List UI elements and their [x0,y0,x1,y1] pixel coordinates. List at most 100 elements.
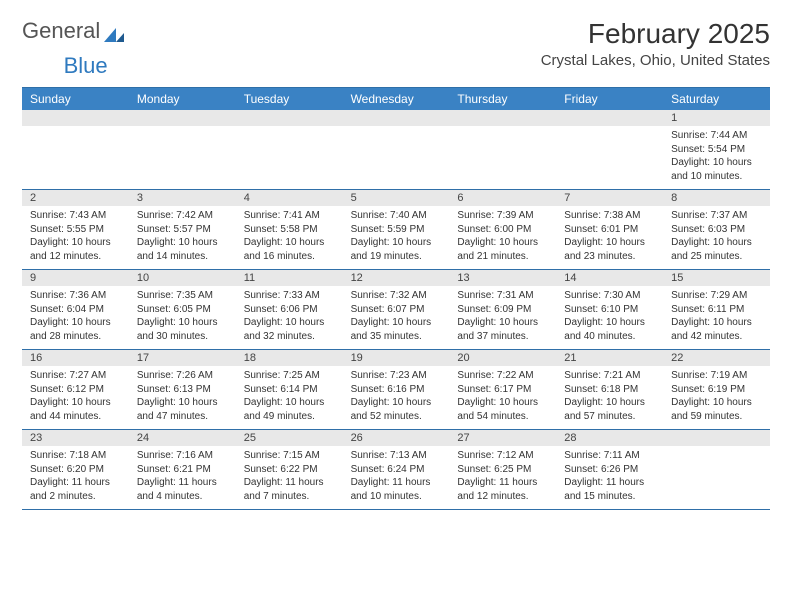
day-number: 8 [663,190,770,206]
daylight: Daylight: 10 hours and 16 minutes. [244,236,335,263]
day-number: 5 [343,190,450,206]
sunset: Sunset: 6:20 PM [30,463,121,477]
sunrise: Sunrise: 7:43 AM [30,209,121,223]
sunset: Sunset: 6:18 PM [564,383,655,397]
day-header-row: Sunday Monday Tuesday Wednesday Thursday… [22,87,770,110]
sunrise: Sunrise: 7:11 AM [564,449,655,463]
sunset: Sunset: 6:19 PM [671,383,762,397]
sunset: Sunset: 6:24 PM [351,463,442,477]
sunset: Sunset: 6:04 PM [30,303,121,317]
day-cell: Sunrise: 7:39 AMSunset: 6:00 PMDaylight:… [449,206,556,269]
day-number: 7 [556,190,663,206]
day-number: 14 [556,270,663,286]
day-cell: Sunrise: 7:19 AMSunset: 6:19 PMDaylight:… [663,366,770,429]
day-number: 10 [129,270,236,286]
daylight: Daylight: 11 hours and 2 minutes. [30,476,121,503]
sunset: Sunset: 6:13 PM [137,383,228,397]
sunset: Sunset: 6:01 PM [564,223,655,237]
cells-row: Sunrise: 7:36 AMSunset: 6:04 PMDaylight:… [22,286,770,349]
sunrise: Sunrise: 7:29 AM [671,289,762,303]
day-cell: Sunrise: 7:13 AMSunset: 6:24 PMDaylight:… [343,446,450,509]
logo: General [22,18,124,44]
day-number [663,430,770,446]
dayname: Saturday [663,88,770,110]
day-number: 26 [343,430,450,446]
sunset: Sunset: 6:00 PM [457,223,548,237]
sunset: Sunset: 6:05 PM [137,303,228,317]
daylight: Daylight: 10 hours and 59 minutes. [671,396,762,423]
day-number: 27 [449,430,556,446]
logo-mark-icon [104,22,124,40]
cells-row: Sunrise: 7:43 AMSunset: 5:55 PMDaylight:… [22,206,770,269]
sunrise: Sunrise: 7:25 AM [244,369,335,383]
day-cell: Sunrise: 7:43 AMSunset: 5:55 PMDaylight:… [22,206,129,269]
daylight: Daylight: 10 hours and 14 minutes. [137,236,228,263]
day-cell: Sunrise: 7:15 AMSunset: 6:22 PMDaylight:… [236,446,343,509]
sunset: Sunset: 6:26 PM [564,463,655,477]
daylight: Daylight: 10 hours and 21 minutes. [457,236,548,263]
day-number: 25 [236,430,343,446]
sunset: Sunset: 6:11 PM [671,303,762,317]
day-cell: Sunrise: 7:29 AMSunset: 6:11 PMDaylight:… [663,286,770,349]
sunrise: Sunrise: 7:37 AM [671,209,762,223]
day-number: 2 [22,190,129,206]
day-cell [449,126,556,189]
daylight: Daylight: 10 hours and 57 minutes. [564,396,655,423]
daylight: Daylight: 10 hours and 28 minutes. [30,316,121,343]
day-number: 16 [22,350,129,366]
cells-row: Sunrise: 7:27 AMSunset: 6:12 PMDaylight:… [22,366,770,429]
day-number: 11 [236,270,343,286]
day-cell: Sunrise: 7:27 AMSunset: 6:12 PMDaylight:… [22,366,129,429]
sunset: Sunset: 6:14 PM [244,383,335,397]
day-number: 6 [449,190,556,206]
sunrise: Sunrise: 7:39 AM [457,209,548,223]
sunset: Sunset: 6:10 PM [564,303,655,317]
day-number: 12 [343,270,450,286]
day-cell: Sunrise: 7:33 AMSunset: 6:06 PMDaylight:… [236,286,343,349]
day-number [129,110,236,126]
day-cell: Sunrise: 7:21 AMSunset: 6:18 PMDaylight:… [556,366,663,429]
sunset: Sunset: 6:21 PM [137,463,228,477]
sunrise: Sunrise: 7:18 AM [30,449,121,463]
sunrise: Sunrise: 7:23 AM [351,369,442,383]
day-cell: Sunrise: 7:41 AMSunset: 5:58 PMDaylight:… [236,206,343,269]
daylight: Daylight: 10 hours and 10 minutes. [671,156,762,183]
day-cell: Sunrise: 7:23 AMSunset: 6:16 PMDaylight:… [343,366,450,429]
day-number [556,110,663,126]
cells-row: Sunrise: 7:18 AMSunset: 6:20 PMDaylight:… [22,446,770,509]
day-cell [22,126,129,189]
sunset: Sunset: 6:22 PM [244,463,335,477]
sunrise: Sunrise: 7:13 AM [351,449,442,463]
weeks-container: 1Sunrise: 7:44 AMSunset: 5:54 PMDaylight… [22,110,770,510]
day-cell: Sunrise: 7:44 AMSunset: 5:54 PMDaylight:… [663,126,770,189]
daylight: Daylight: 10 hours and 32 minutes. [244,316,335,343]
day-cell: Sunrise: 7:31 AMSunset: 6:09 PMDaylight:… [449,286,556,349]
sunset: Sunset: 6:17 PM [457,383,548,397]
sunrise: Sunrise: 7:36 AM [30,289,121,303]
sunrise: Sunrise: 7:26 AM [137,369,228,383]
day-number: 17 [129,350,236,366]
day-cell [556,126,663,189]
day-cell: Sunrise: 7:32 AMSunset: 6:07 PMDaylight:… [343,286,450,349]
sunset: Sunset: 6:03 PM [671,223,762,237]
sunrise: Sunrise: 7:12 AM [457,449,548,463]
daylight: Daylight: 10 hours and 52 minutes. [351,396,442,423]
sunset: Sunset: 6:25 PM [457,463,548,477]
sunrise: Sunrise: 7:19 AM [671,369,762,383]
sunrise: Sunrise: 7:40 AM [351,209,442,223]
day-cell: Sunrise: 7:26 AMSunset: 6:13 PMDaylight:… [129,366,236,429]
day-number: 13 [449,270,556,286]
daylight: Daylight: 10 hours and 49 minutes. [244,396,335,423]
daynum-row: 9101112131415 [22,270,770,286]
daynum-row: 232425262728 [22,430,770,446]
sunrise: Sunrise: 7:44 AM [671,129,762,143]
daylight: Daylight: 10 hours and 23 minutes. [564,236,655,263]
calendar: Sunday Monday Tuesday Wednesday Thursday… [22,87,770,510]
daylight: Daylight: 10 hours and 40 minutes. [564,316,655,343]
daynum-row: 1 [22,110,770,126]
logo-text-blue: Blue [64,53,108,79]
daylight: Daylight: 10 hours and 19 minutes. [351,236,442,263]
day-number: 1 [663,110,770,126]
daylight: Daylight: 10 hours and 12 minutes. [30,236,121,263]
day-cell: Sunrise: 7:25 AMSunset: 6:14 PMDaylight:… [236,366,343,429]
